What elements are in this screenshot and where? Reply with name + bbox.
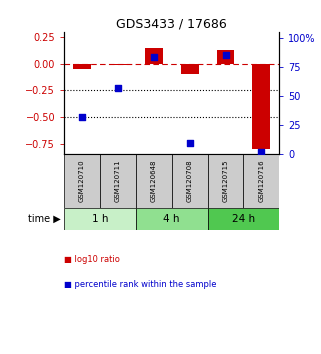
Title: GDS3433 / 17686: GDS3433 / 17686 [116,18,227,31]
Text: GSM120711: GSM120711 [115,160,121,202]
Bar [208,154,243,208]
Text: GSM120710: GSM120710 [79,160,85,202]
Point [187,140,192,145]
Text: GSM120648: GSM120648 [151,160,157,202]
Text: 1 h: 1 h [92,214,108,224]
Point [151,55,156,60]
Point [259,149,264,155]
Text: GSM120715: GSM120715 [222,160,229,202]
Bar [243,154,279,208]
Bar [136,154,172,208]
Bar [217,50,234,64]
Text: GSM120708: GSM120708 [187,160,193,202]
Bar [100,154,136,208]
Bar [64,208,136,230]
Text: ■ log10 ratio: ■ log10 ratio [64,255,120,264]
Bar [181,64,199,74]
Point [116,85,121,91]
Text: 24 h: 24 h [232,214,255,224]
Bar [208,208,279,230]
Point [223,52,228,58]
Bar [172,154,208,208]
Bar [145,48,163,64]
Text: ■ percentile rank within the sample: ■ percentile rank within the sample [64,280,217,289]
Text: GSM120716: GSM120716 [258,160,265,202]
Point [80,114,85,120]
Bar [73,64,91,69]
Bar [109,64,127,65]
Text: 4 h: 4 h [163,214,180,224]
Bar [136,208,208,230]
Bar [64,154,100,208]
Bar [252,64,270,149]
Text: time ▶: time ▶ [28,214,61,224]
